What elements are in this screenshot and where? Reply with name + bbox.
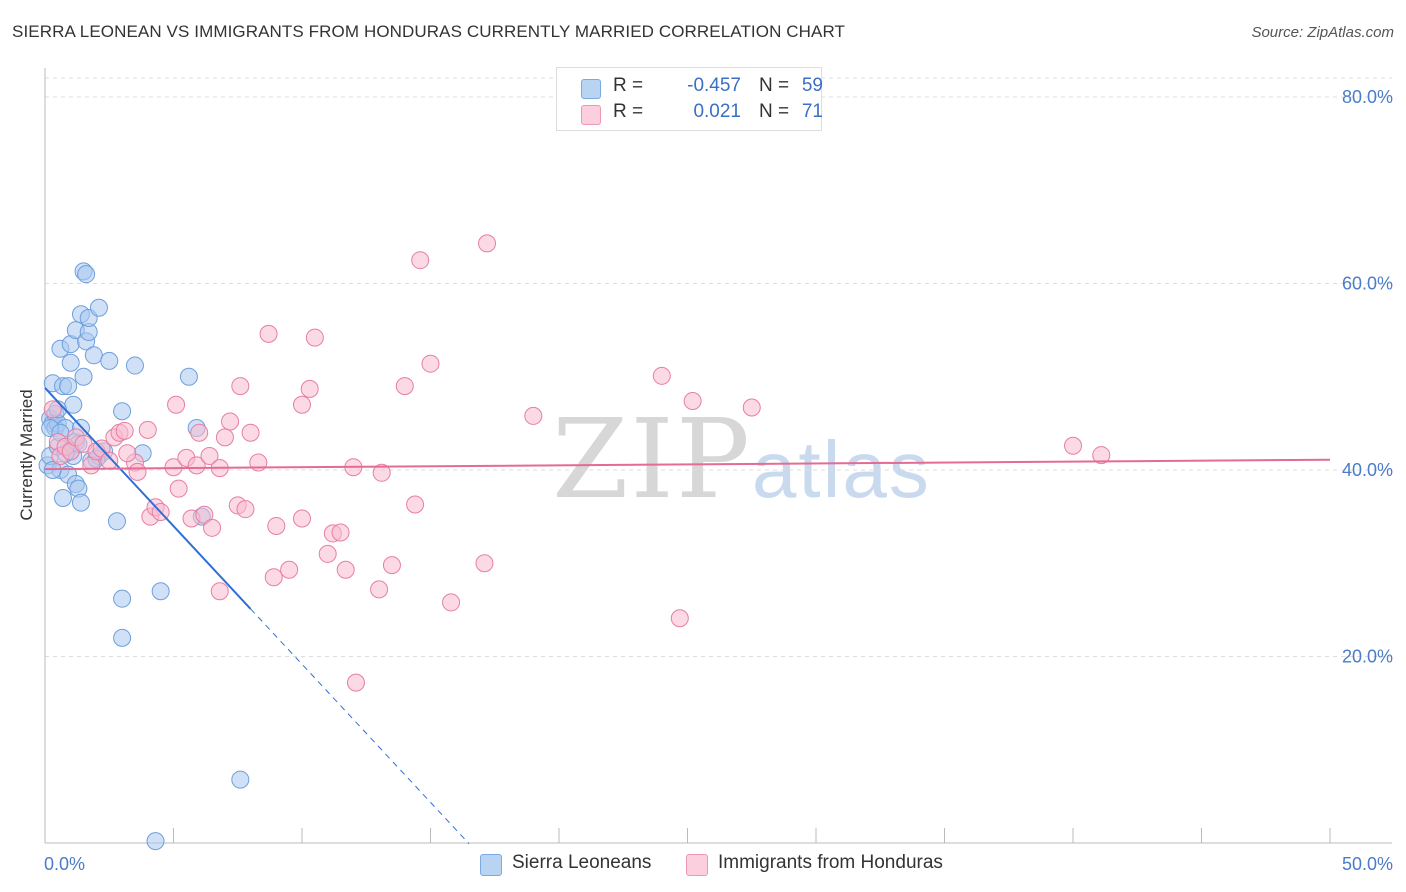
point-honduras bbox=[475, 554, 494, 573]
watermark-zip: ZIP bbox=[552, 395, 752, 523]
point-honduras bbox=[478, 234, 497, 253]
point-honduras bbox=[683, 391, 702, 410]
point-sierra-leonean bbox=[74, 367, 93, 386]
point-honduras bbox=[524, 406, 543, 425]
point-sierra-leonean bbox=[179, 367, 198, 386]
point-sierra-leonean bbox=[113, 402, 132, 421]
point-honduras bbox=[421, 354, 440, 373]
point-honduras bbox=[210, 582, 229, 601]
y-tick-label: 60.0% bbox=[1342, 274, 1393, 294]
source-label: Source: ZipAtlas.com bbox=[1251, 24, 1394, 41]
watermark: ZIPatlas bbox=[552, 395, 931, 523]
point-sierra-leonean bbox=[59, 377, 78, 396]
y-tick-label: 80.0% bbox=[1342, 87, 1393, 107]
point-honduras bbox=[293, 509, 311, 528]
point-honduras bbox=[293, 395, 311, 414]
point-honduras bbox=[169, 479, 188, 498]
legend-r-label: R = bbox=[613, 101, 644, 122]
point-sierra-leonean bbox=[100, 351, 119, 370]
point-honduras bbox=[128, 462, 147, 481]
point-honduras bbox=[331, 523, 350, 542]
point-sierra-leonean bbox=[89, 298, 108, 317]
point-honduras bbox=[43, 400, 62, 419]
point-honduras bbox=[406, 495, 425, 514]
point-honduras bbox=[382, 556, 401, 575]
point-honduras bbox=[115, 421, 134, 440]
point-honduras bbox=[187, 456, 206, 475]
y-tick-label: 40.0% bbox=[1342, 460, 1393, 480]
legend-swatch-pink bbox=[581, 105, 601, 125]
point-sierra-leonean bbox=[71, 493, 90, 512]
point-honduras bbox=[346, 673, 365, 692]
legend-swatch-blue bbox=[581, 79, 601, 99]
bottom-legend-label: Immigrants from Honduras bbox=[718, 852, 943, 873]
point-honduras bbox=[1064, 436, 1082, 455]
x-tick-label-min: 0.0% bbox=[44, 854, 85, 874]
point-honduras bbox=[215, 428, 234, 447]
label-layer: 20.0% 40.0% 60.0% 80.0% 0.0% 50.0% bbox=[44, 87, 1393, 874]
point-honduras bbox=[221, 412, 240, 431]
point-honduras bbox=[670, 609, 689, 628]
legend-n-label: N = bbox=[759, 101, 790, 122]
point-honduras bbox=[236, 500, 255, 519]
legend-n-value: 59 bbox=[801, 75, 823, 96]
grid-layer bbox=[45, 77, 1392, 657]
point-honduras bbox=[267, 516, 286, 535]
x-tick-label-max: 50.0% bbox=[1342, 854, 1393, 874]
bottom-legend-label: Sierra Leoneans bbox=[512, 852, 652, 873]
point-sierra-leonean bbox=[61, 353, 80, 372]
point-honduras bbox=[138, 420, 157, 439]
point-sierra-leonean bbox=[113, 589, 132, 608]
point-honduras bbox=[370, 580, 389, 599]
trend-line-sierra-leoneans bbox=[44, 387, 252, 610]
point-honduras bbox=[280, 560, 299, 579]
point-honduras bbox=[300, 379, 319, 398]
point-honduras bbox=[742, 398, 761, 417]
point-honduras bbox=[231, 377, 250, 396]
trend-line-sierra-leoneans-extension bbox=[250, 608, 470, 845]
point-sierra-leonean bbox=[107, 512, 126, 531]
point-sierra-leonean bbox=[231, 770, 250, 789]
point-honduras bbox=[190, 423, 209, 442]
point-sierra-leonean bbox=[84, 346, 103, 365]
point-honduras bbox=[372, 463, 391, 482]
point-honduras bbox=[118, 444, 137, 463]
point-sierra-leonean bbox=[125, 356, 144, 375]
point-honduras bbox=[200, 447, 219, 466]
point-honduras bbox=[336, 560, 355, 579]
bottom-legend-swatch-blue bbox=[480, 854, 502, 876]
point-honduras bbox=[241, 423, 260, 442]
legend-n-label: N = bbox=[759, 75, 790, 96]
point-honduras bbox=[264, 568, 283, 587]
point-honduras bbox=[203, 518, 222, 537]
point-honduras bbox=[318, 544, 337, 563]
points-layer bbox=[38, 234, 1111, 851]
correlation-legend: R = -0.457 N = 59 R = 0.021 N = 71 bbox=[556, 67, 823, 131]
point-honduras bbox=[305, 328, 324, 347]
point-honduras bbox=[442, 593, 461, 612]
legend-r-value: -0.457 bbox=[687, 75, 741, 96]
legend-r-label: R = bbox=[613, 75, 644, 96]
point-sierra-leonean bbox=[53, 488, 72, 507]
point-sierra-leonean bbox=[146, 832, 165, 851]
point-sierra-leonean bbox=[113, 628, 132, 647]
chart-title: SIERRA LEONEAN VS IMMIGRANTS FROM HONDUR… bbox=[12, 22, 846, 41]
y-tick-label: 20.0% bbox=[1342, 647, 1393, 667]
point-honduras bbox=[395, 377, 414, 396]
trend-layer bbox=[44, 387, 1331, 845]
legend-r-value: 0.021 bbox=[693, 101, 741, 122]
point-honduras bbox=[259, 324, 278, 343]
point-honduras bbox=[411, 251, 430, 270]
point-sierra-leonean bbox=[77, 265, 96, 284]
axis-layer bbox=[44, 68, 1392, 844]
trend-line-honduras bbox=[44, 458, 1331, 471]
legend-n-value: 71 bbox=[801, 101, 823, 122]
point-sierra-leonean bbox=[151, 582, 170, 601]
point-honduras bbox=[652, 366, 671, 385]
point-honduras bbox=[1092, 446, 1111, 465]
bottom-legend-swatch-pink bbox=[686, 854, 708, 876]
point-honduras bbox=[100, 451, 119, 470]
point-honduras bbox=[167, 395, 186, 414]
